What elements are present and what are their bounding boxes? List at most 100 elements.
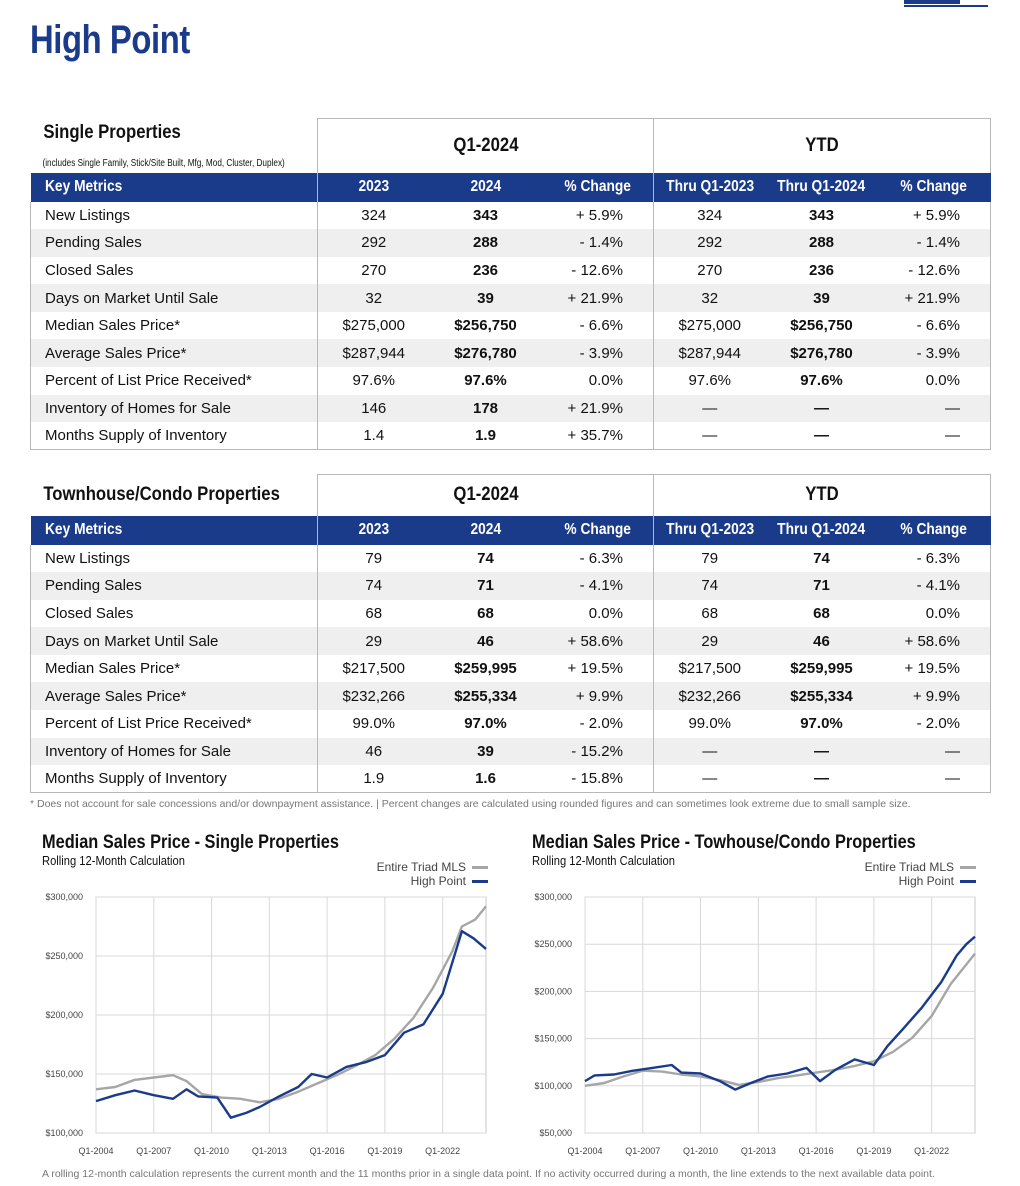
value-thru-curr: 236 — [808, 261, 835, 279]
value-curr-year: 343 — [472, 206, 499, 224]
legend-item-triad: Entire Triad MLS — [865, 860, 976, 874]
x-tick-label: Q1-2013 — [741, 1146, 776, 1156]
x-tick-label: Q1-2007 — [625, 1146, 660, 1156]
table-row: Closed Sales 270 236- 12.6% 270 236- 12.6% — [30, 256, 991, 285]
pct-change: - 2.0% — [579, 715, 623, 733]
metric-name: Inventory of Homes for Sale — [30, 394, 318, 423]
metric-name: Pending Sales — [30, 229, 318, 257]
value-curr-year: 46 — [429, 627, 542, 655]
ytd-pct-change: - 4.1% — [877, 572, 991, 600]
value-curr-year: 97.6% — [464, 372, 507, 390]
x-tick-label: Q1-2013 — [252, 1146, 287, 1156]
value-prev-year: $217,500 — [317, 654, 430, 683]
pct-change: - 6.3% — [579, 549, 623, 567]
single-section-title: Single Properties — [42, 122, 181, 143]
table-row: Average Sales Price* $232,266 $255,334 + 9.… — [30, 682, 991, 711]
header-ytd-pct-change: % Change — [900, 178, 968, 195]
value-thru-prev: 292 — [653, 229, 766, 257]
table-row: Inventory of Homes for Sale 46 39- 15.2% — —… — [30, 737, 991, 766]
value-thru-curr: — — [765, 765, 878, 794]
value-prev-year: 79 — [317, 544, 430, 573]
table-row: Average Sales Price* $287,944 $276,780- 3.… — [30, 339, 991, 368]
ytd-pct-change: + 21.9% — [877, 284, 991, 312]
ytd-pct-change: - 6.6% — [877, 311, 991, 340]
chart-townhouse-legend: Entire Triad MLS High Point — [865, 860, 976, 888]
value-thru-curr: 288 — [765, 229, 878, 257]
value-prev-year: 292 — [317, 229, 430, 257]
pct-change: - 15.8% — [541, 765, 654, 794]
table-row: Inventory of Homes for Sale 146 178 + 21.9%… — [30, 394, 991, 423]
footnote: * Does not account for sale concessions … — [30, 798, 911, 810]
table-row: Months Supply of Inventory 1.9 1.6- 15.8% —… — [30, 765, 991, 794]
x-tick-label: Q1-2004 — [78, 1146, 113, 1156]
value-thru-curr: — — [765, 422, 878, 451]
value-prev-year: 68 — [317, 599, 430, 628]
header-thru-curr: Thru Q1-2024 — [777, 521, 866, 538]
legend-swatch-triad — [472, 866, 488, 870]
metric-name: Percent of List Price Received* — [30, 367, 318, 395]
table-row: Percent of List Price Received* 97.6% 97.6… — [30, 367, 991, 395]
pct-change: - 1.4% — [541, 229, 654, 257]
x-tick-label: Q1-2016 — [310, 1146, 345, 1156]
ytd-pct-change: + 58.6% — [877, 627, 991, 655]
header-year-curr: 2024 — [470, 178, 501, 195]
single-section-subtitle: (includes Single Family, Stick/Site Buil… — [41, 158, 285, 169]
table-row: Closed Sales 68 68 0.0% 68 68 0.0% — [30, 599, 991, 628]
y-tick-label: $300,000 — [534, 892, 572, 902]
value-thru-prev: 68 — [653, 599, 766, 628]
header-year-prev: 2023 — [358, 521, 390, 538]
metric-name: Average Sales Price* — [30, 682, 318, 711]
single-period-q1: Q1-2024 — [452, 134, 519, 156]
ytd-pct-change: - 1.4% — [877, 229, 991, 257]
ytd-pct-change: + 19.5% — [877, 654, 991, 683]
header-thru-prev: Thru Q1-2023 — [665, 521, 754, 538]
legend-item-highpoint: High Point — [377, 874, 488, 888]
header-thru-prev: Thru Q1-2023 — [665, 178, 754, 195]
chart-townhouse-title: Median Sales Price - Towhouse/Condo Prop… — [532, 832, 916, 853]
header-pct-change: % Change — [563, 178, 631, 195]
metric-name: New Listings — [30, 201, 318, 230]
header-year-prev: 2023 — [358, 178, 390, 195]
table-row: Median Sales Price* $217,500 $259,995 + 19.… — [30, 654, 991, 683]
table-row: Pending Sales 292 288- 1.4% 292 288- 1.4% — [30, 229, 991, 257]
value-thru-prev: $287,944 — [653, 339, 766, 368]
value-curr-year: $256,750 — [454, 317, 517, 335]
metric-name: Percent of List Price Received* — [30, 710, 318, 738]
header-key-metrics: Key Metrics — [44, 521, 122, 538]
townhouse-period-ytd: YTD — [805, 484, 839, 506]
value-thru-curr: — — [765, 394, 878, 423]
pct-change: - 15.2% — [541, 737, 654, 766]
ytd-pct-change: - 6.3% — [877, 544, 991, 573]
value-thru-prev: — — [653, 422, 766, 451]
value-thru-curr: 97.0% — [800, 715, 843, 733]
townhouse-section-title: Townhouse/Condo Properties — [42, 484, 280, 505]
y-tick-label: $50,000 — [539, 1128, 572, 1138]
value-thru-curr: 74 — [813, 549, 830, 567]
series-line-triad-mls — [95, 905, 487, 1104]
value-thru-curr: — — [765, 737, 878, 766]
value-prev-year: 74 — [317, 572, 430, 600]
ytd-pct-change: - 3.9% — [877, 339, 991, 368]
metric-name: Days on Market Until Sale — [30, 627, 318, 655]
table-row: Months Supply of Inventory 1.4 1.9 + 35.7% —… — [30, 422, 991, 451]
ytd-pct-change: - 12.6% — [877, 256, 991, 285]
value-thru-curr: 343 — [808, 206, 835, 224]
value-thru-prev: 270 — [653, 256, 766, 285]
pct-change: - 4.1% — [541, 572, 654, 600]
metric-name: Average Sales Price* — [30, 339, 318, 368]
value-prev-year: $232,266 — [317, 682, 430, 711]
pct-change: + 21.9% — [541, 394, 654, 423]
legend-swatch-triad — [960, 866, 976, 870]
header-ytd-pct-change: % Change — [900, 521, 968, 538]
x-tick-label: Q1-2019 — [856, 1146, 891, 1156]
header-thru-curr: Thru Q1-2024 — [777, 178, 866, 195]
value-thru-curr: 97.6% — [800, 372, 843, 390]
ytd-pct-change: - 2.0% — [877, 710, 991, 738]
series-line-triad-mls — [584, 952, 976, 1087]
value-curr-year: $255,334 — [429, 682, 542, 711]
value-thru-curr: $255,334 — [765, 682, 878, 711]
value-thru-prev: 29 — [653, 627, 766, 655]
x-tick-label: Q1-2004 — [567, 1146, 602, 1156]
ytd-pct-change: — — [877, 394, 991, 423]
value-thru-prev: 79 — [653, 544, 766, 573]
